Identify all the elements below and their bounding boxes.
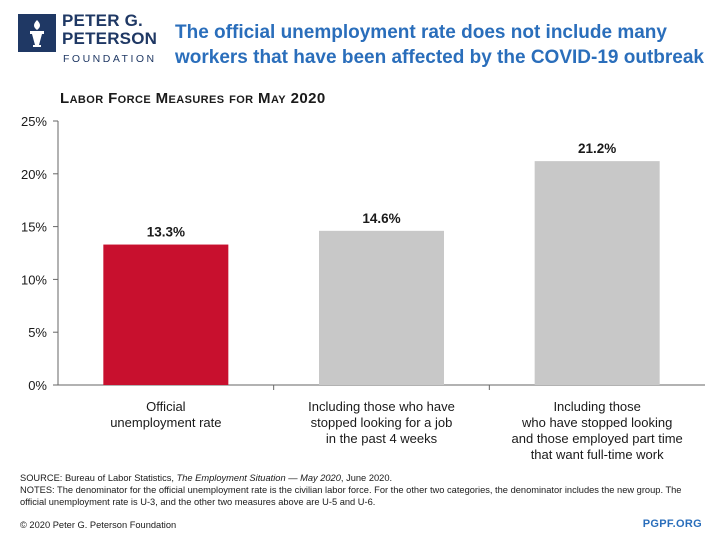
x-tick-label: and those employed part time xyxy=(512,431,683,446)
x-tick-label: that want full-time work xyxy=(531,447,664,462)
y-tick-label: 0% xyxy=(28,378,47,393)
data-label: 21.2% xyxy=(578,141,616,156)
source-line: SOURCE: Bureau of Labor Statistics, The … xyxy=(20,472,710,484)
logo-line-2: PETERSON xyxy=(62,29,158,48)
bar-chart: 0% 5% 10% 15% 20% 25% 13.3% Officialunemploymen… xyxy=(21,114,705,462)
pgpf-logo: PETER G. PETERSON FOUNDATION xyxy=(18,12,158,70)
source-notes: SOURCE: Bureau of Labor Statistics, The … xyxy=(20,472,710,508)
chart-title: Labor Force Measures for May 2020 xyxy=(60,90,326,107)
source-suffix: , June 2020. xyxy=(340,473,393,483)
data-label: 14.6% xyxy=(362,211,400,226)
bar xyxy=(534,161,660,385)
page-headline: The official unemployment rate does not … xyxy=(175,22,704,68)
notes-text: NOTES: The denominator for the official … xyxy=(20,485,682,507)
logo-line-1: PETER G. xyxy=(62,11,143,30)
x-tick-label: in the past 4 weeks xyxy=(326,431,438,446)
y-tick-label: 10% xyxy=(21,272,47,287)
x-tick-label: stopped looking for a job xyxy=(311,415,453,430)
y-tick-label: 15% xyxy=(21,220,47,235)
bar xyxy=(103,244,229,385)
x-tick-label: who have stopped looking xyxy=(521,415,672,430)
y-tick-label: 25% xyxy=(21,114,47,129)
data-label: 13.3% xyxy=(147,225,185,240)
logo-name: PETER G. PETERSON xyxy=(62,12,157,48)
y-tick-label: 20% xyxy=(21,167,47,182)
bar xyxy=(319,230,444,385)
copyright: © 2020 Peter G. Peterson Foundation xyxy=(20,520,177,530)
source-prefix: SOURCE: Bureau of Labor Statistics, xyxy=(20,473,177,483)
x-tick-label: Including those xyxy=(553,399,640,414)
x-tick-label: Official xyxy=(146,399,186,414)
x-tick-label: unemployment rate xyxy=(110,415,221,430)
source-title: The Employment Situation — May 2020 xyxy=(176,473,341,483)
site-link[interactable]: PGPF.ORG xyxy=(642,518,702,530)
logo-line-3: FOUNDATION xyxy=(63,53,157,65)
y-tick-label: 5% xyxy=(28,325,47,340)
x-tick-label: Including those who have xyxy=(308,399,455,414)
torch-icon xyxy=(18,14,56,52)
